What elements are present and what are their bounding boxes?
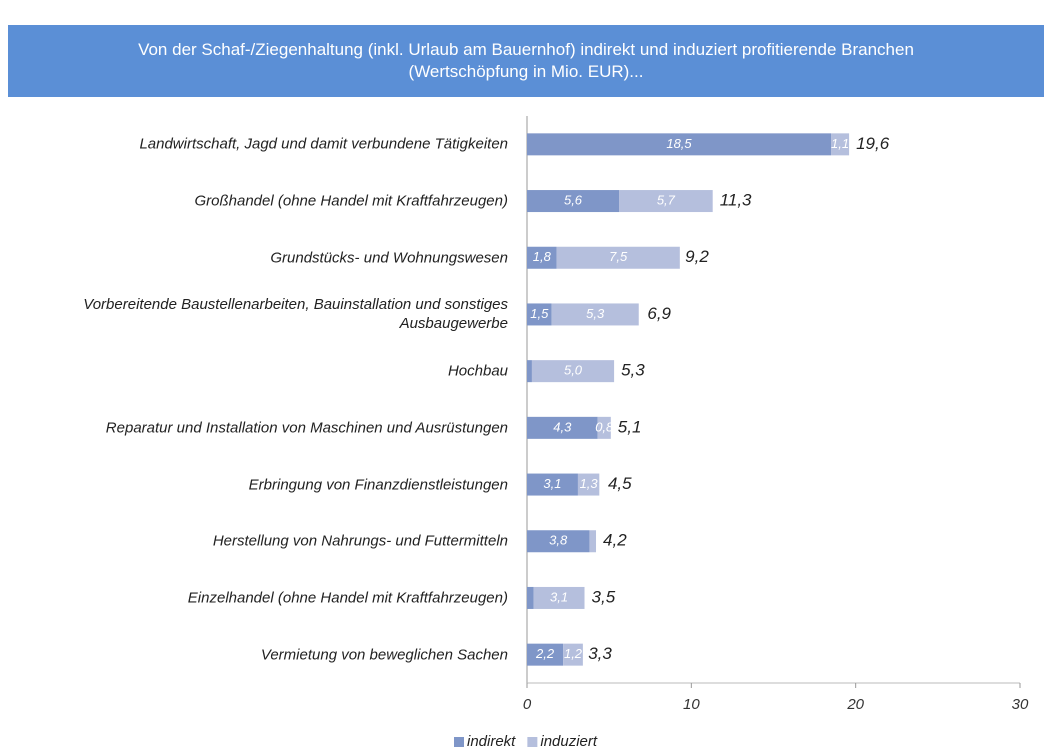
category-label: Grundstücks- und Wohnungswesen <box>270 249 508 267</box>
value-label: 1,1 <box>831 136 849 151</box>
x-tick-label: 30 <box>1012 696 1029 713</box>
total-label: 3,3 <box>588 644 612 663</box>
total-label: 5,1 <box>618 417 642 436</box>
legend-swatch <box>454 737 464 747</box>
value-label: 1,8 <box>533 249 552 264</box>
category-label: Vermietung von beweglichen Sachen <box>260 646 508 664</box>
bar-segment <box>527 303 552 326</box>
category-label: Herstellung von Nahrungs- und Futtermitt… <box>212 532 508 550</box>
bar-segment <box>551 303 639 326</box>
value-label: 3,8 <box>549 533 568 548</box>
value-label: 4,3 <box>553 419 572 434</box>
bar-segment <box>563 643 583 666</box>
value-label: 5,3 <box>586 306 605 321</box>
x-tick-label: 20 <box>846 696 864 713</box>
bar-segment <box>527 473 578 496</box>
category-label: Reparatur und Installation von Maschinen… <box>105 419 508 437</box>
bar-segment <box>527 643 564 666</box>
total-label: 6,9 <box>647 304 671 323</box>
legend-label: induziert <box>540 733 598 750</box>
total-label: 19,6 <box>856 134 890 153</box>
x-tick-label: 0 <box>523 696 532 713</box>
category-label: Vorbereitende Baustellenarbeiten, Bauins… <box>83 296 508 333</box>
bar-segment <box>619 190 713 213</box>
value-label: 1,5 <box>530 306 549 321</box>
total-label: 9,2 <box>685 247 709 266</box>
total-label: 5,3 <box>621 361 645 380</box>
bar-segment <box>533 586 585 609</box>
total-label: 4,2 <box>603 531 627 550</box>
value-label: 3,1 <box>550 589 568 604</box>
bar-segment <box>527 190 620 213</box>
value-label: 7,5 <box>609 249 628 264</box>
bar-segment <box>597 416 611 439</box>
bar-segment <box>527 246 557 269</box>
bar-segment <box>527 586 534 609</box>
category-label: Hochbau <box>447 362 508 380</box>
total-label: 4,5 <box>608 474 632 493</box>
category-label: Landwirtschaft, Jagd und damit verbunden… <box>139 135 508 153</box>
value-label: 18,5 <box>666 136 692 151</box>
bar-segment <box>531 360 615 383</box>
total-label: 3,5 <box>592 587 616 606</box>
category-label: Erbringung von Finanzdienstleistungen <box>248 476 508 494</box>
bar-segment <box>556 246 680 269</box>
header: Von der Schaf-/Ziegenhaltung (inkl. Urla… <box>8 25 1044 97</box>
chart-title: Von der Schaf-/Ziegenhaltung (inkl. Urla… <box>138 40 914 81</box>
bar-segment <box>589 530 597 553</box>
bar-segment <box>527 530 590 553</box>
value-label: 2,2 <box>535 646 555 661</box>
value-label: 1,3 <box>580 476 599 491</box>
bar-segment <box>577 473 600 496</box>
bar-segment <box>831 133 850 156</box>
bar-segment <box>527 416 598 439</box>
x-tick-label: 10 <box>683 696 700 713</box>
value-label: 0,8 <box>595 419 614 434</box>
value-label: 5,6 <box>564 192 583 207</box>
bar-segment <box>527 360 532 383</box>
value-label: 5,7 <box>657 192 676 207</box>
category-label: Großhandel (ohne Handel mit Kraftfahrzeu… <box>194 192 508 210</box>
value-label: 5,0 <box>564 363 583 378</box>
category-label: Einzelhandel (ohne Handel mit Kraftfahrz… <box>187 589 508 607</box>
value-label: 3,1 <box>543 476 561 491</box>
total-label: 11,3 <box>720 191 752 210</box>
legend-label: indirekt <box>467 733 516 750</box>
bar-segment <box>527 133 832 156</box>
value-label: 1,2 <box>564 646 583 661</box>
legend-swatch <box>527 737 538 747</box>
